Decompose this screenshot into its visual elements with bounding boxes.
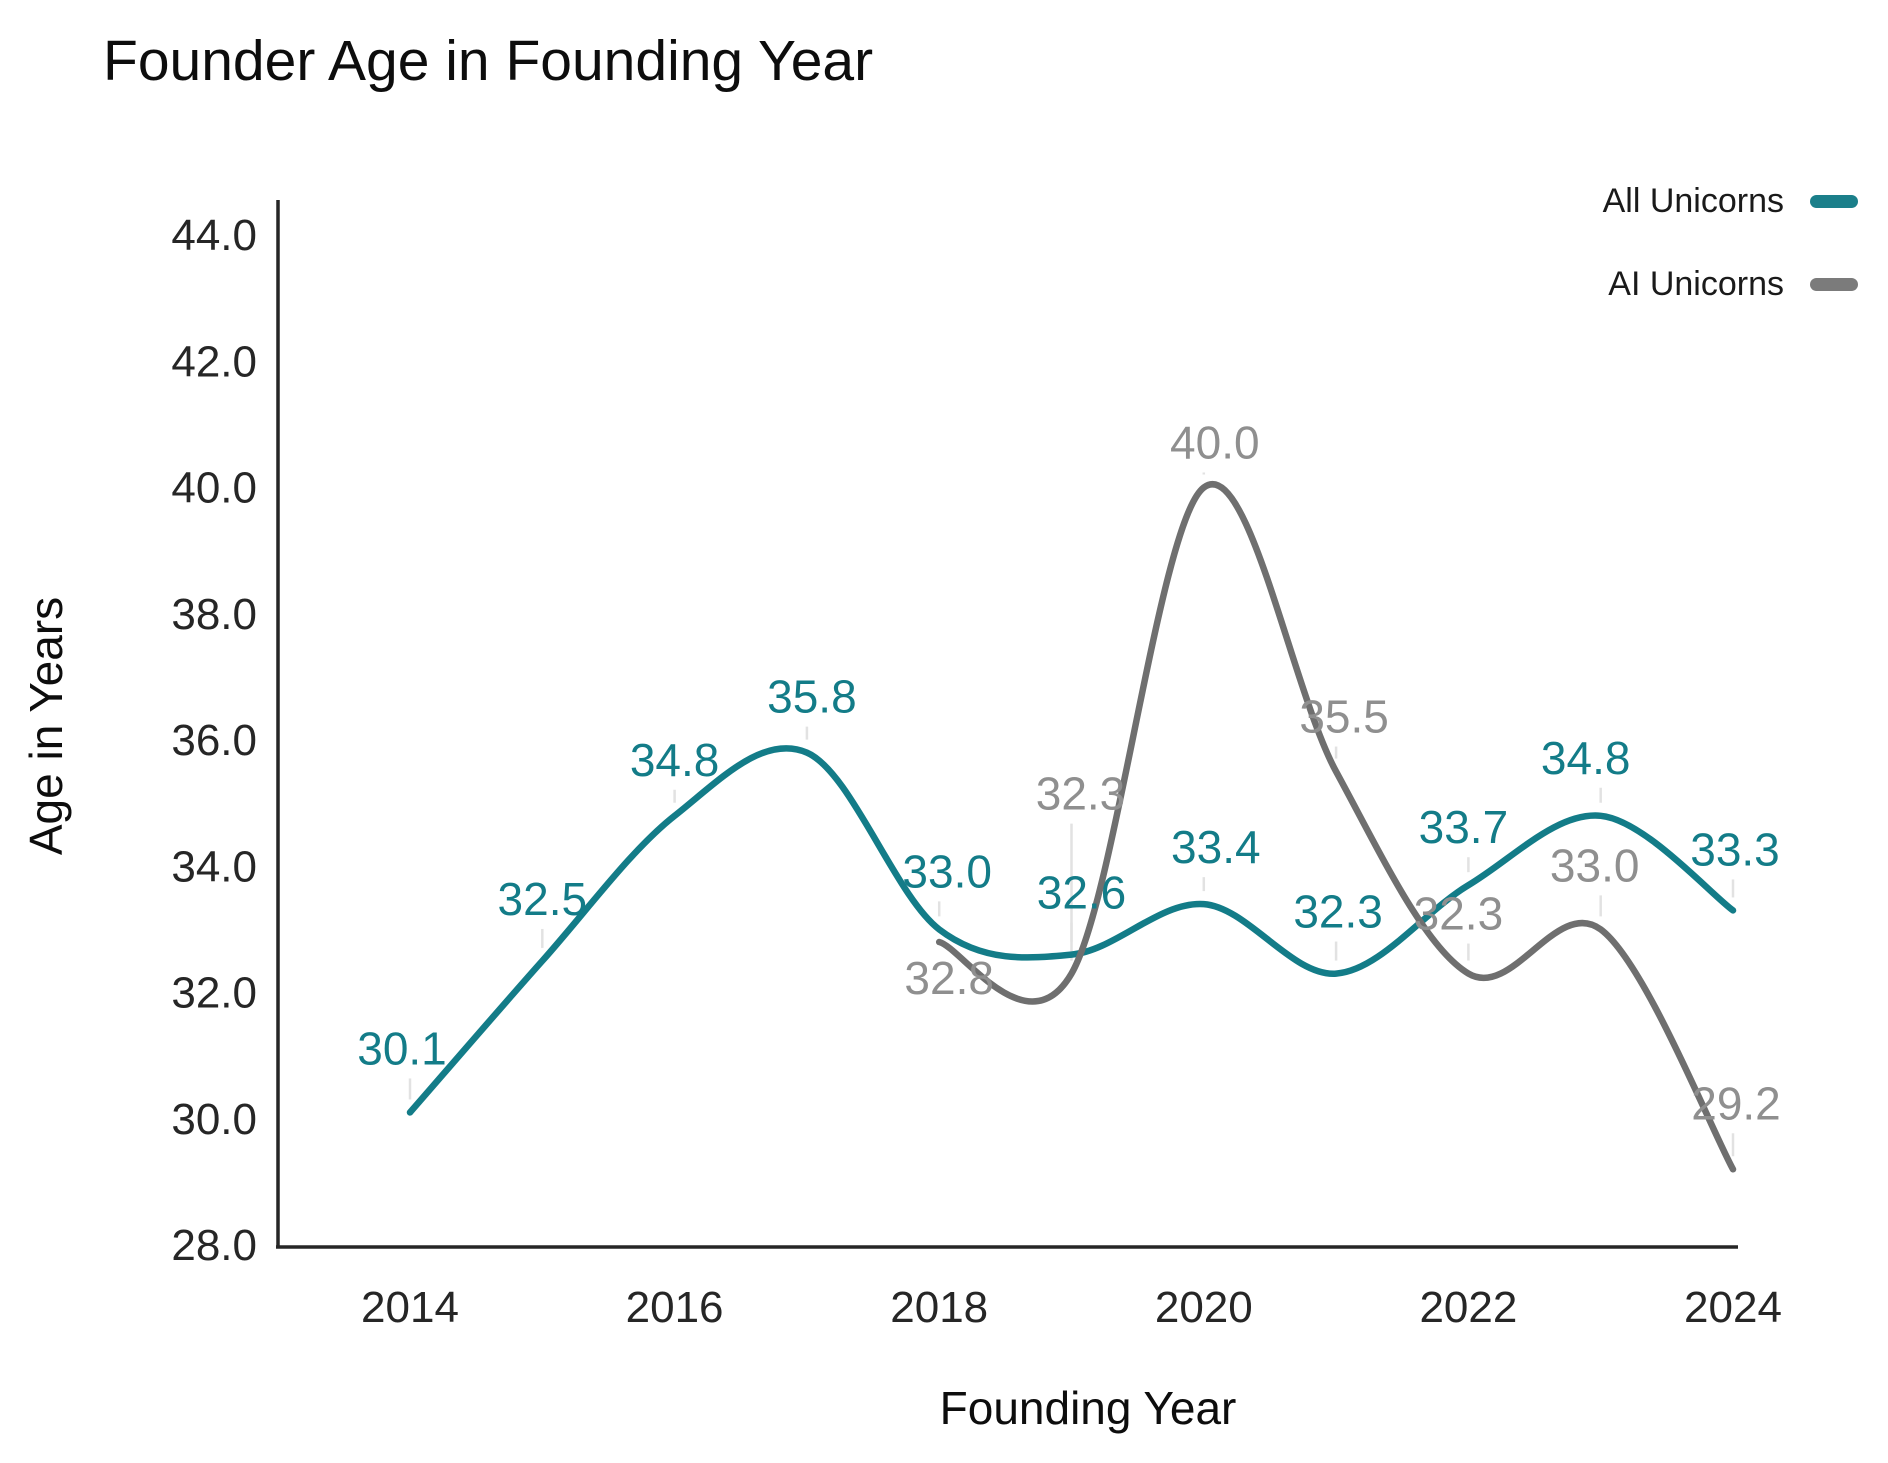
y-tick-label: 30.0: [171, 1095, 257, 1144]
y-tick-label: 40.0: [171, 464, 257, 513]
data-label-all-unicorns-2015: 32.5: [498, 873, 588, 925]
data-label-ai-unicorns-2022: 32.3: [1414, 888, 1504, 940]
data-label-ai-unicorns-2021: 35.5: [1299, 691, 1389, 743]
data-label-all-unicorns-2021: 32.3: [1293, 886, 1383, 938]
x-tick-label: 2020: [1155, 1283, 1253, 1332]
series-line-all-unicorns: [406, 745, 1737, 1116]
y-axis-title: Age in Years: [20, 597, 72, 855]
y-tick-label: 42.0: [171, 337, 257, 386]
data-label-all-unicorns-2020: 33.4: [1171, 821, 1261, 873]
data-label-ai-unicorns-2018: 32.8: [904, 952, 994, 1004]
y-tick-label: 28.0: [171, 1221, 257, 1270]
legend-swatch-all-unicorns: [1810, 195, 1858, 208]
data-label-all-unicorns-2014: 30.1: [357, 1022, 447, 1074]
y-tick-label: 34.0: [171, 842, 257, 891]
x-axis-title: Founding Year: [940, 1382, 1237, 1434]
data-label-ai-unicorns-2019: 32.3: [1036, 768, 1126, 820]
y-tick-label: 36.0: [171, 716, 257, 765]
data-label-all-unicorns-2024: 33.3: [1690, 823, 1780, 875]
x-tick-label: 2022: [1419, 1283, 1517, 1332]
legend-swatch-ai-unicorns: [1810, 278, 1858, 291]
x-tick-label: 2024: [1684, 1283, 1782, 1332]
legend-item-ai-unicorns: AI Unicorns: [1603, 265, 1858, 304]
x-tick-label: 2016: [626, 1283, 724, 1332]
y-tick-label: 38.0: [171, 590, 257, 639]
data-label-ai-unicorns-2024: 29.2: [1691, 1077, 1781, 1129]
y-tick-label: 44.0: [171, 211, 257, 260]
legend-label-all-unicorns: All Unicorns: [1602, 182, 1784, 220]
data-label-ai-unicorns-2023: 33.0: [1550, 839, 1640, 891]
page-title: Founder Age in Founding Year: [103, 29, 874, 93]
x-tick-label: 2018: [890, 1283, 988, 1332]
y-tick-label: 32.0: [171, 969, 257, 1018]
legend-label-ai-unicorns: AI Unicorns: [1608, 265, 1784, 303]
data-label-all-unicorns-2016: 34.8: [630, 734, 720, 786]
data-label-all-unicorns-2023: 34.8: [1541, 732, 1631, 784]
data-label-all-unicorns-2017: 35.8: [767, 671, 857, 723]
series-line-ai-unicorns: [935, 481, 1737, 1173]
data-label-ai-unicorns-2020: 40.0: [1170, 417, 1260, 469]
axis-spines: [276, 200, 1738, 1249]
data-label-all-unicorns-2018: 33.0: [902, 845, 992, 897]
legend-item-all-unicorns: All Unicorns: [1603, 182, 1858, 221]
legend: All Unicorns AI Unicorns: [1603, 182, 1858, 304]
data-label-all-unicorns-2019: 32.6: [1037, 867, 1127, 919]
x-tick-label: 2014: [361, 1283, 459, 1332]
data-label-all-unicorns-2022: 33.7: [1419, 801, 1509, 853]
